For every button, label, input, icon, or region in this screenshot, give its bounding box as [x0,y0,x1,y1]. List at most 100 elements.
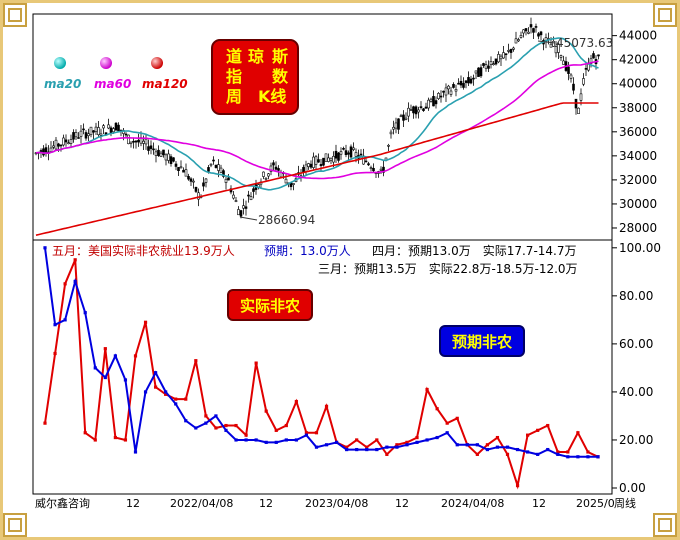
candle-body [549,43,553,48]
candle-body [514,38,518,44]
point-expected [234,438,238,442]
candle-body [82,128,85,131]
candle-body [202,182,205,187]
legend-ma60: ma60 [94,77,131,91]
point-expected [505,445,510,449]
candle-body [322,157,325,166]
point-actual [314,431,319,435]
candle-body [507,50,510,52]
point-expected [254,438,258,442]
candle-body [379,168,383,171]
point-actual [515,483,520,488]
annotation-may-actual: 五月：美国实际非农就业13.9万人 [52,243,235,258]
candle-body [262,171,265,177]
x-tick-8: 2025/0 [576,497,615,510]
candle-body [169,156,173,164]
x-tick-6: 2024/04/08 [441,497,504,510]
point-actual [345,445,349,449]
candle-body [569,74,573,79]
candle-body [467,77,470,84]
candle-body [504,53,508,56]
point-actual [164,392,168,396]
candle-body [382,166,385,173]
point-expected [355,447,359,452]
point-actual [244,433,248,437]
point-expected [385,445,389,449]
candle-body [112,128,115,133]
point-expected [43,246,47,250]
point-expected [103,375,107,380]
point-actual [73,258,77,262]
candle-body [447,85,450,90]
point-expected [586,455,590,459]
candle-body [572,83,575,91]
candle-body [439,95,443,98]
candle-body [394,122,398,129]
candle-body [427,99,430,109]
candle-body [177,167,180,172]
candle-body [339,151,343,155]
candle-body [354,152,358,157]
candle-body [307,163,310,167]
x-tick-3: 12 [259,497,273,510]
point-actual [83,431,87,435]
candle-body [214,164,218,168]
candle-body [94,126,98,132]
point-expected [264,440,268,444]
point-expected [556,452,560,456]
candle-body [134,140,138,143]
candle-body [124,133,128,136]
candle-body [517,39,520,42]
candle-body [147,146,150,151]
point-actual [234,423,238,428]
top-y-tick-label: 34000 [619,149,657,163]
candle-body [479,67,483,77]
moving-average-lines [35,37,599,236]
bottom-y-tick-label: 60.00 [619,337,653,351]
x-axis: 威尔鑫咨询 12 2022/04/08 12 2023/04/08 12 202… [33,493,636,510]
point-actual [415,435,419,440]
x-tick-5: 12 [395,497,409,510]
point-expected [345,447,349,452]
top-y-tick-label: 30000 [619,197,657,211]
point-expected [455,443,459,447]
candle-body [509,49,513,53]
candle-body [252,188,255,192]
candle-body [497,54,500,63]
title-char-1: 道 [226,47,242,66]
top-y-tick-label: 32000 [619,173,657,187]
point-expected [214,414,218,418]
candle-body [264,177,268,180]
candle-body [49,147,53,152]
point-expected [294,438,298,442]
point-expected [123,378,128,382]
point-expected [204,421,208,425]
candle-body [59,144,63,147]
candle-body [422,108,425,111]
candle-body [404,117,408,120]
candle-body [489,60,493,65]
point-expected [164,390,168,394]
candle-body [457,82,460,85]
title-char-6: 周 [226,87,242,106]
candle-body [227,177,230,181]
point-expected [93,366,97,370]
candle-body [224,178,228,183]
candle-body [334,150,338,159]
candle-body [502,52,505,59]
candle-body [314,156,318,165]
candle-body [269,165,273,172]
candle-body [472,77,475,80]
candlestick-series [34,17,600,219]
candle-body [242,205,245,209]
candle-body [84,132,88,139]
point-expected [224,428,228,432]
point-actual [365,445,369,449]
candle-body [54,139,58,150]
high-leader [537,40,556,44]
candle-body [337,152,340,161]
candle-body [454,89,458,92]
candle-body [482,63,485,66]
candle-body [267,173,270,177]
